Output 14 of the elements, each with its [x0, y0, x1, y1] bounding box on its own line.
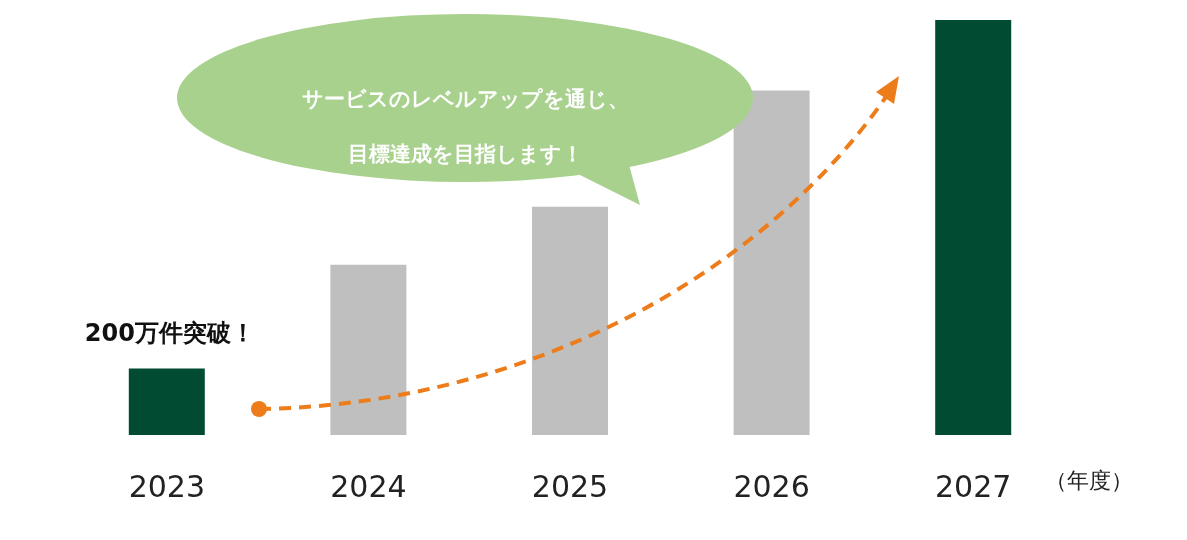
annotation: サービスのレベルアップを通じ、 — [300, 86, 630, 113]
x-axis-title: （年度） — [1045, 467, 1133, 495]
bar — [935, 20, 1012, 435]
bar — [532, 206, 608, 435]
annotation: 目標達成を目指します！ — [346, 141, 584, 168]
annotation: 200万件突破！ — [84, 318, 255, 347]
x-tick-label: 2023 — [128, 468, 205, 504]
bar — [733, 90, 810, 435]
bar — [128, 368, 205, 435]
x-tick-label: 2024 — [330, 468, 407, 504]
x-tick-label: 2026 — [733, 468, 810, 504]
bar — [330, 264, 407, 435]
x-tick-label: 2027 — [935, 468, 1012, 504]
x-tick-label: 2025 — [531, 468, 609, 504]
